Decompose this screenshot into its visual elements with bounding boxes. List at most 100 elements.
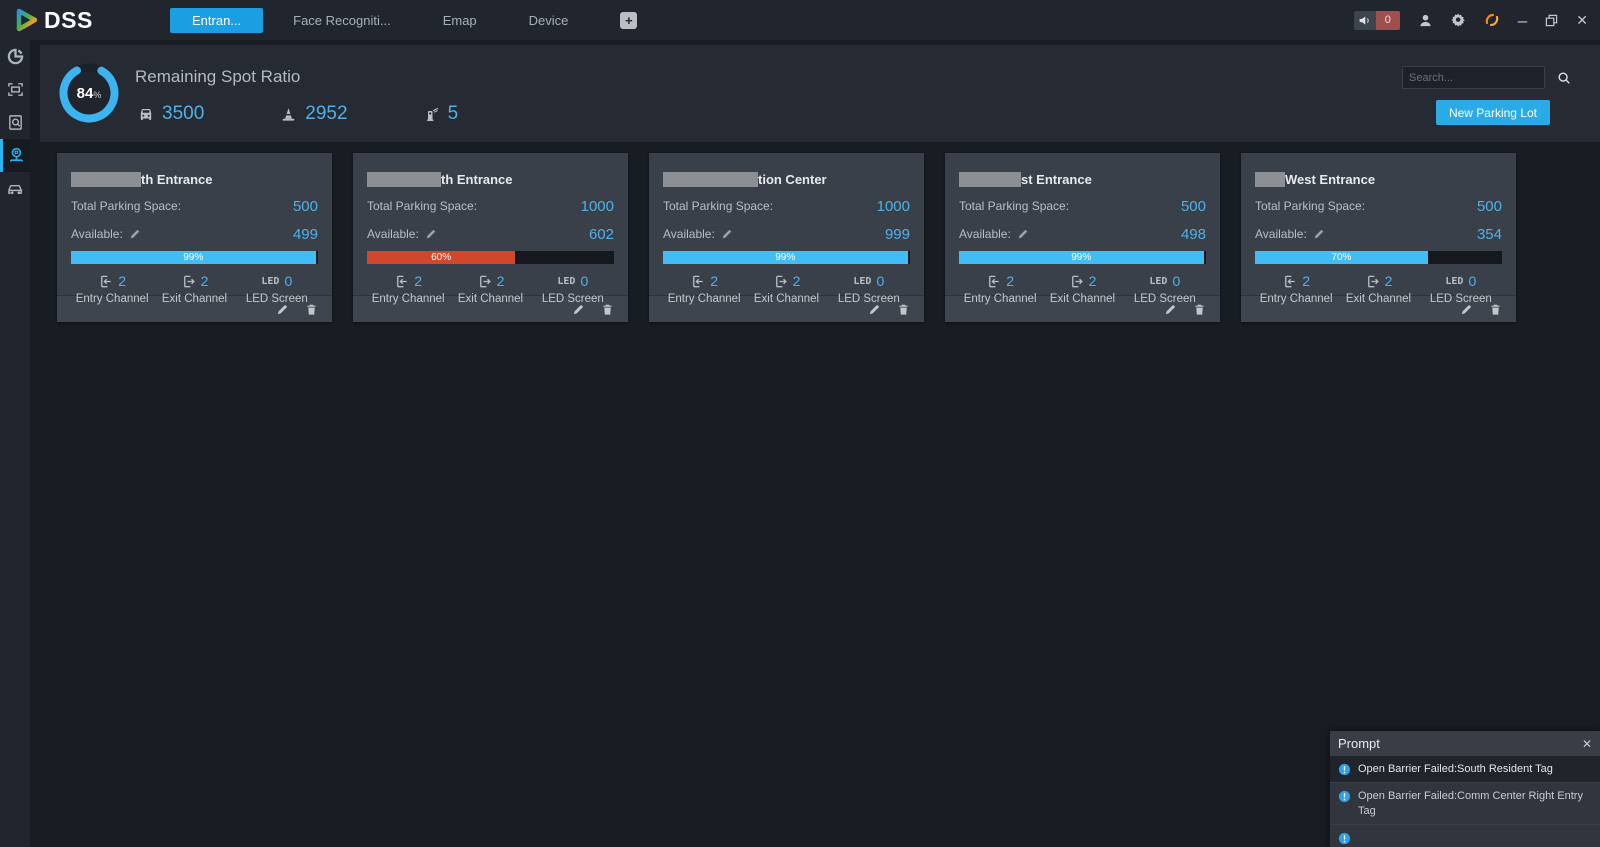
parking-lot-card: West Entrance Total Parking Space: 500 A… bbox=[1241, 153, 1516, 322]
info-icon bbox=[1338, 790, 1351, 803]
info-icon bbox=[1338, 832, 1351, 845]
edit-parking-lot-icon[interactable] bbox=[276, 303, 289, 316]
occupancy-bar-fill: 99% bbox=[71, 251, 316, 264]
tab-face-recognition[interactable]: Face Recogniti... bbox=[293, 12, 391, 28]
total-space-value: 500 bbox=[1180, 197, 1206, 215]
exit-channel: 2 Exit Channel bbox=[457, 273, 524, 305]
remaining-ratio-value: 84% bbox=[76, 84, 102, 102]
search-input[interactable] bbox=[1403, 71, 1557, 84]
exit-channel: 2 Exit Channel bbox=[161, 273, 228, 305]
card-toolbar bbox=[649, 295, 924, 322]
tab-emap[interactable]: Emap bbox=[442, 12, 477, 28]
search-box bbox=[1402, 66, 1545, 89]
alarm-count-badge: 0 bbox=[1375, 10, 1400, 30]
sidebar-item-parking-lot[interactable] bbox=[0, 139, 30, 172]
parking-lots-stat: 5 bbox=[424, 103, 458, 125]
parking-lot-title: th Entrance bbox=[71, 171, 318, 187]
available-value: 354 bbox=[1476, 225, 1502, 243]
occupancy-bar: 99% bbox=[71, 251, 318, 264]
entry-channel-icon bbox=[394, 274, 409, 289]
entry-channel-icon bbox=[690, 274, 705, 289]
edit-available-icon[interactable] bbox=[425, 228, 437, 240]
occupancy-bar-fill: 70% bbox=[1255, 251, 1428, 264]
edit-available-icon[interactable] bbox=[721, 228, 733, 240]
delete-parking-lot-icon[interactable] bbox=[1193, 303, 1206, 316]
redacted-name bbox=[71, 171, 141, 187]
led-screen: LED 0 LED Screen bbox=[1429, 273, 1492, 305]
prompt-message[interactable] bbox=[1330, 825, 1600, 847]
sidebar-item-statistics[interactable] bbox=[0, 40, 30, 73]
prompt-list: Open Barrier Failed:South Resident Tag O… bbox=[1330, 756, 1600, 847]
sidebar-item-record-search[interactable] bbox=[0, 106, 30, 139]
card-toolbar bbox=[57, 295, 332, 322]
led-icon: LED bbox=[557, 275, 576, 287]
alarm-center[interactable]: 0 bbox=[1353, 10, 1400, 30]
redacted-name bbox=[959, 171, 1021, 187]
edit-available-icon[interactable] bbox=[129, 228, 141, 240]
app-tabs: Entran... Face Recogniti... Emap Device … bbox=[170, 0, 638, 40]
led-icon: LED bbox=[1445, 275, 1464, 287]
dahua-brand-icon[interactable] bbox=[1484, 12, 1500, 28]
title-bar: DSS Entran... Face Recogniti... Emap Dev… bbox=[0, 0, 1600, 40]
panel-title: Remaining Spot Ratio bbox=[135, 67, 301, 86]
prompt-message[interactable]: Open Barrier Failed:South Resident Tag bbox=[1330, 756, 1600, 784]
total-space-label: Total Parking Space: bbox=[663, 199, 774, 213]
led-icon: LED bbox=[853, 275, 872, 287]
edit-available-icon[interactable] bbox=[1313, 228, 1325, 240]
total-space-value: 1000 bbox=[876, 197, 910, 215]
barrier-icon bbox=[424, 106, 440, 122]
parking-lot-card: th Entrance Total Parking Space: 1000 Av… bbox=[353, 153, 628, 322]
document-search-icon bbox=[7, 114, 24, 131]
restore-window-button[interactable] bbox=[1545, 14, 1558, 27]
tab-device[interactable]: Device bbox=[528, 12, 569, 28]
occupancy-bar-fill: 99% bbox=[959, 251, 1204, 264]
new-parking-lot-button[interactable]: New Parking Lot bbox=[1435, 100, 1550, 125]
sidebar-item-screen[interactable] bbox=[0, 73, 30, 106]
card-toolbar bbox=[945, 295, 1220, 322]
exit-channel: 2 Exit Channel bbox=[1345, 273, 1412, 305]
exit-channel-icon bbox=[1069, 274, 1084, 289]
info-icon bbox=[1338, 763, 1351, 776]
dss-logo: DSS bbox=[0, 7, 93, 34]
car-icon bbox=[7, 180, 24, 197]
occupancy-bar-fill: 99% bbox=[663, 251, 908, 264]
delete-parking-lot-icon[interactable] bbox=[1489, 303, 1502, 316]
prompt-message[interactable]: Open Barrier Failed:Comm Center Right En… bbox=[1330, 783, 1600, 825]
car-icon bbox=[138, 106, 154, 122]
total-spaces-stat: 3500 bbox=[138, 103, 204, 125]
entry-channel-icon bbox=[1282, 274, 1297, 289]
minimize-button[interactable]: – bbox=[1517, 10, 1528, 30]
delete-parking-lot-icon[interactable] bbox=[305, 303, 318, 316]
user-icon[interactable] bbox=[1418, 13, 1433, 28]
window-controls-group: 0 – ✕ bbox=[1353, 0, 1588, 40]
edit-parking-lot-icon[interactable] bbox=[1164, 303, 1177, 316]
total-space-label: Total Parking Space: bbox=[1255, 199, 1366, 213]
total-space-label: Total Parking Space: bbox=[959, 199, 1070, 213]
tab-entrance[interactable]: Entran... bbox=[170, 7, 264, 33]
prompt-close-icon[interactable]: ✕ bbox=[1581, 736, 1592, 751]
edit-parking-lot-icon[interactable] bbox=[868, 303, 881, 316]
delete-parking-lot-icon[interactable] bbox=[601, 303, 614, 316]
parking-lot-title: West Entrance bbox=[1255, 171, 1502, 187]
delete-parking-lot-icon[interactable] bbox=[897, 303, 910, 316]
screen-icon bbox=[7, 81, 24, 98]
add-tab-button[interactable]: + bbox=[620, 11, 638, 29]
parking-lot-card: st Entrance Total Parking Space: 500 Ava… bbox=[945, 153, 1220, 322]
sidebar bbox=[0, 40, 30, 847]
available-value: 999 bbox=[884, 225, 910, 243]
pie-chart-icon bbox=[7, 48, 24, 65]
exit-channel-icon bbox=[1365, 274, 1380, 289]
edit-parking-lot-icon[interactable] bbox=[572, 303, 585, 316]
sidebar-item-vehicle[interactable] bbox=[0, 172, 30, 205]
close-window-button[interactable]: ✕ bbox=[1576, 12, 1588, 28]
settings-gear-icon[interactable] bbox=[1451, 13, 1466, 28]
card-toolbar bbox=[353, 295, 628, 322]
occupancy-bar: 70% bbox=[1255, 251, 1502, 264]
total-space-label: Total Parking Space: bbox=[71, 199, 182, 213]
available-value: 499 bbox=[292, 225, 318, 243]
prompt-panel: Prompt ✕ Open Barrier Failed:South Resid… bbox=[1330, 731, 1600, 847]
search-icon[interactable] bbox=[1557, 71, 1577, 85]
redacted-name bbox=[367, 171, 441, 187]
edit-parking-lot-icon[interactable] bbox=[1460, 303, 1473, 316]
edit-available-icon[interactable] bbox=[1017, 228, 1029, 240]
